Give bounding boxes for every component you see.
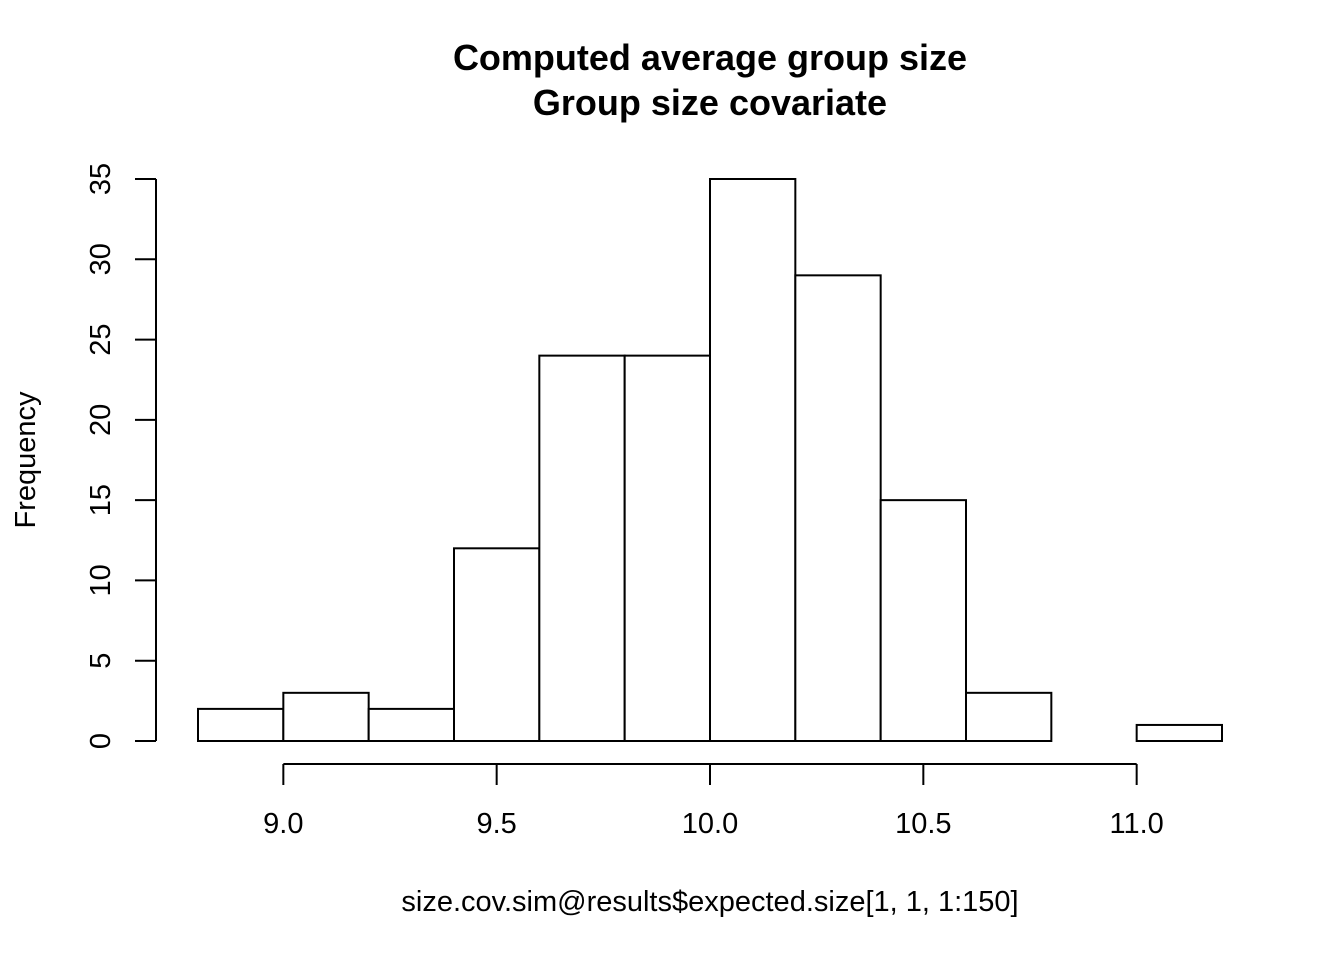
histogram-bar [1135,723,1223,743]
x-tick-label: 10.5 [895,808,951,840]
y-tick-label: 30 [85,243,117,275]
y-tick-label: 15 [85,484,117,516]
x-tick-label: 9.0 [263,808,303,840]
x-tick-label: 10.0 [682,808,738,840]
y-tick-label: 0 [85,733,117,749]
x-axis-label: size.cov.sim@results$expected.size[1, 1,… [401,886,1018,918]
histogram-bar [197,707,285,743]
histogram-bar [282,691,370,742]
x-axis: 9.0 9.5 10.0 10.5 11.0 [263,763,1164,840]
histogram-bar [538,354,626,742]
histogram-bar [794,274,882,742]
histogram-bar [367,707,455,743]
chart-subtitle: Group size covariate [533,82,887,123]
y-tick-label: 5 [85,653,117,669]
x-tick-label: 11.0 [1110,808,1164,840]
histogram-bar [623,354,712,742]
histogram-bar [879,499,968,742]
y-axis-label: Frequency [10,391,42,529]
y-tick-label: 10 [85,564,117,596]
histogram-bar [965,691,1053,742]
y-tick-label: 20 [85,404,117,436]
y-axis: 0 5 10 15 20 25 30 35 [85,163,157,749]
histogram-bar [709,178,797,742]
histogram-bars [197,178,1223,743]
y-tick-label: 25 [85,323,117,355]
x-tick-label: 9.5 [477,808,517,840]
histogram-bar [453,547,541,742]
y-tick-label: 35 [85,163,117,195]
chart-title: Computed average group size [453,37,967,78]
